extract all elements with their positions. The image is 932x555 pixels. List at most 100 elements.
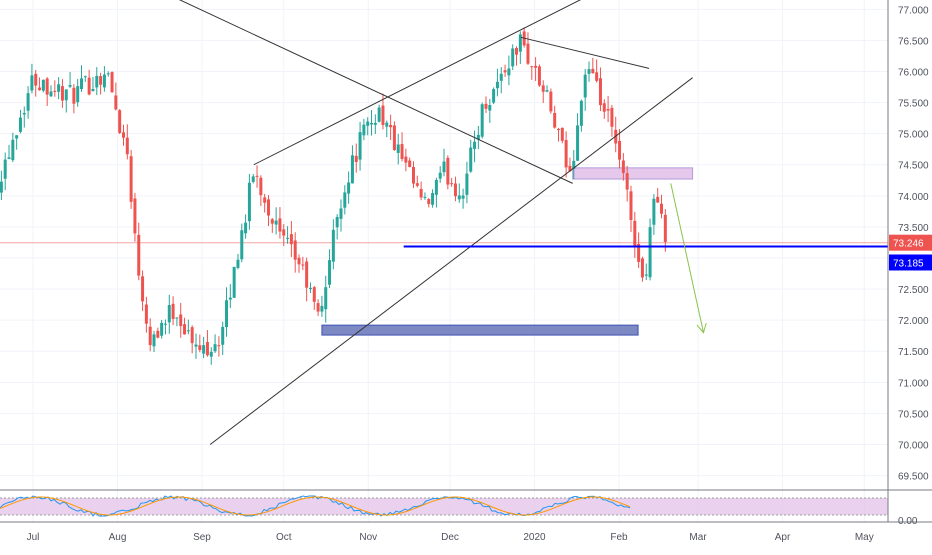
candle-body bbox=[534, 65, 538, 68]
candle-body bbox=[255, 175, 259, 177]
time-tick-label: Nov bbox=[359, 532, 377, 543]
candle-body bbox=[198, 345, 202, 350]
candle-body bbox=[301, 264, 305, 266]
candle-body bbox=[537, 66, 541, 86]
candle-body bbox=[629, 191, 633, 221]
candle-body bbox=[579, 100, 583, 126]
candle-body bbox=[465, 173, 469, 195]
indicator-tick-label: 0.00 bbox=[898, 516, 918, 527]
candle-body bbox=[637, 244, 641, 262]
candle-body bbox=[45, 78, 49, 95]
candle-body bbox=[137, 234, 141, 276]
time-tick-label: May bbox=[855, 532, 874, 543]
candle-body bbox=[72, 87, 76, 104]
candle-body bbox=[68, 85, 72, 87]
projection-arrow-head bbox=[696, 322, 707, 334]
last-price-badge: 73.246 bbox=[893, 239, 924, 250]
candle-body bbox=[492, 89, 496, 103]
candle-body bbox=[553, 113, 557, 128]
candle-body bbox=[488, 105, 492, 111]
candle-body bbox=[320, 305, 324, 312]
candle-body bbox=[87, 77, 91, 95]
candle-body bbox=[60, 86, 64, 101]
candle-body bbox=[618, 140, 622, 160]
candle-body bbox=[556, 129, 560, 131]
candle-body bbox=[171, 303, 175, 319]
top-resistance-trendline bbox=[520, 36, 650, 69]
candle-body bbox=[236, 259, 240, 268]
level-price-badge: 73.185 bbox=[893, 258, 924, 269]
price-tick-label: 72.000 bbox=[898, 316, 929, 327]
candle-body bbox=[335, 217, 339, 228]
candle-body bbox=[576, 125, 580, 161]
candle-body bbox=[457, 195, 461, 200]
candle-body bbox=[141, 276, 145, 302]
candle-body bbox=[106, 73, 110, 75]
candle-body bbox=[114, 95, 118, 110]
candle-body bbox=[213, 344, 217, 352]
candle-body bbox=[183, 324, 187, 335]
candle-body bbox=[473, 141, 477, 149]
stoch-band bbox=[0, 498, 888, 515]
candle-body bbox=[648, 227, 652, 278]
candle-body bbox=[110, 72, 114, 93]
stochastic-pane bbox=[0, 495, 888, 517]
candle-body bbox=[431, 193, 435, 205]
candle-body bbox=[64, 89, 68, 101]
candle-body bbox=[434, 179, 438, 195]
candle-body bbox=[22, 113, 26, 115]
candle-body bbox=[598, 78, 602, 106]
candle-body bbox=[660, 203, 664, 214]
candle-body bbox=[469, 147, 473, 172]
candle-body bbox=[453, 183, 457, 197]
price-tick-label: 71.000 bbox=[898, 378, 929, 389]
candle-body bbox=[583, 74, 587, 98]
candle-body bbox=[515, 48, 519, 55]
price-tick-label: 74.500 bbox=[898, 161, 929, 172]
stoch-k-line bbox=[0, 495, 631, 517]
candle-body bbox=[511, 48, 515, 67]
time-tick-label: Aug bbox=[109, 532, 127, 543]
candle-body bbox=[366, 121, 370, 126]
candle-body bbox=[266, 199, 270, 216]
time-tick-label: Dec bbox=[441, 532, 459, 543]
candle-body bbox=[83, 76, 87, 78]
candle-body bbox=[194, 344, 198, 347]
candle-body bbox=[163, 323, 167, 325]
candle-body bbox=[305, 261, 309, 288]
candles bbox=[0, 27, 667, 365]
candle-body bbox=[587, 69, 591, 74]
candle-body bbox=[57, 84, 61, 92]
candle-body bbox=[286, 237, 290, 239]
candle-body bbox=[411, 166, 415, 184]
candle-body bbox=[209, 351, 213, 357]
wedge-upper-trendline bbox=[253, 0, 582, 166]
candle-body bbox=[102, 74, 106, 88]
candle-body bbox=[49, 91, 53, 97]
candle-body bbox=[274, 220, 278, 225]
zones bbox=[321, 167, 694, 336]
candle-body bbox=[354, 155, 358, 162]
candle-body bbox=[156, 330, 160, 338]
candle-body bbox=[30, 75, 34, 91]
candle-body bbox=[560, 127, 564, 141]
candle-body bbox=[289, 234, 293, 245]
candle-body bbox=[499, 73, 503, 81]
candle-body bbox=[99, 76, 103, 85]
candle-body bbox=[572, 160, 576, 169]
candle-body bbox=[133, 198, 137, 234]
candle-body bbox=[91, 89, 95, 92]
time-tick-label: Apr bbox=[775, 532, 791, 543]
candle-body bbox=[263, 197, 267, 203]
candle-body bbox=[225, 300, 229, 328]
candle-body bbox=[34, 73, 38, 86]
candle-body bbox=[373, 122, 377, 125]
time-tick-label: Oct bbox=[276, 532, 292, 543]
drawings bbox=[178, 0, 888, 445]
candle-body bbox=[179, 314, 183, 327]
price-tick-label: 73.500 bbox=[898, 223, 929, 234]
candle-body bbox=[415, 183, 419, 186]
candle-body bbox=[18, 117, 22, 132]
